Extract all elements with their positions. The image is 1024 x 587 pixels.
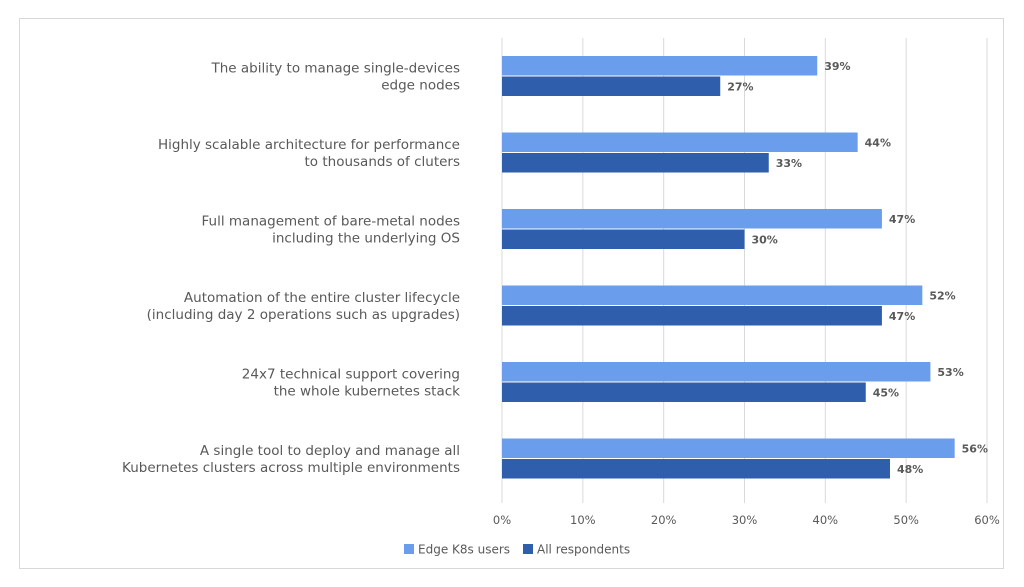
legend: Edge K8s users All respondents xyxy=(404,543,630,557)
category-label: 24x7 technical support covering xyxy=(242,367,460,383)
legend-label: Edge K8s users xyxy=(418,543,510,557)
bar-edge-k8s-0 xyxy=(502,56,818,76)
category-label: Kubernetes clusters across multiple envi… xyxy=(122,460,460,476)
data-label: 39% xyxy=(824,60,850,73)
data-label: 53% xyxy=(937,366,963,379)
category-label: The ability to manage single-devices xyxy=(210,61,460,77)
category-label: Full management of bare-metal nodes xyxy=(202,214,460,230)
data-label: 56% xyxy=(962,442,988,455)
bar-all-respondents-5 xyxy=(502,459,890,479)
category-label: edge nodes xyxy=(381,78,460,94)
data-label: 48% xyxy=(897,463,923,476)
category-label: including the underlying OS xyxy=(272,231,460,247)
data-label: 47% xyxy=(889,310,915,323)
category-label: (including day 2 operations such as upgr… xyxy=(147,307,460,323)
x-axis-ticks: 0% 10% 20% 30% 40% 50% 60% xyxy=(493,513,1000,527)
x-tick-label: 40% xyxy=(813,513,839,527)
bar-all-respondents-1 xyxy=(502,153,769,173)
data-label: 52% xyxy=(929,289,955,302)
bar-edge-k8s-5 xyxy=(502,438,955,458)
category-label: Automation of the entire cluster lifecyc… xyxy=(184,290,460,306)
bar-edge-k8s-1 xyxy=(502,132,858,152)
x-tick-label: 30% xyxy=(732,513,758,527)
legend-swatch xyxy=(404,544,414,554)
bar-all-respondents-2 xyxy=(502,229,745,249)
data-label: 27% xyxy=(727,80,753,93)
category-label: the whole kubernetes stack xyxy=(274,384,461,400)
bar-all-respondents-0 xyxy=(502,76,721,96)
bar-all-respondents-4 xyxy=(502,382,866,402)
grid-lines xyxy=(501,38,988,503)
data-label: 45% xyxy=(873,386,899,399)
legend-swatch xyxy=(523,544,533,554)
data-label: 44% xyxy=(865,136,891,149)
x-tick-label: 0% xyxy=(493,513,511,527)
x-tick-label: 50% xyxy=(893,513,919,527)
bar-all-respondents-3 xyxy=(502,306,882,326)
bar-edge-k8s-2 xyxy=(502,209,882,229)
data-label: 33% xyxy=(776,157,802,170)
data-label: 47% xyxy=(889,213,915,226)
category-label: A single tool to deploy and manage all xyxy=(200,443,460,459)
category-label: to thousands of cluters xyxy=(305,154,460,170)
x-tick-label: 60% xyxy=(974,513,1000,527)
bar-edge-k8s-3 xyxy=(502,285,923,305)
x-tick-label: 10% xyxy=(570,513,596,527)
legend-label: All respondents xyxy=(537,543,630,557)
bars: 39% 27% 44% 33% 47% 30% 52% 47% 53% 45% 56% 48% xyxy=(502,56,988,479)
category-labels: The ability to manage single-devicesedge… xyxy=(122,61,460,477)
x-tick-label: 20% xyxy=(651,513,677,527)
bar-edge-k8s-4 xyxy=(502,362,931,382)
data-label: 30% xyxy=(752,233,778,246)
category-label: Highly scalable architecture for perform… xyxy=(158,137,460,153)
